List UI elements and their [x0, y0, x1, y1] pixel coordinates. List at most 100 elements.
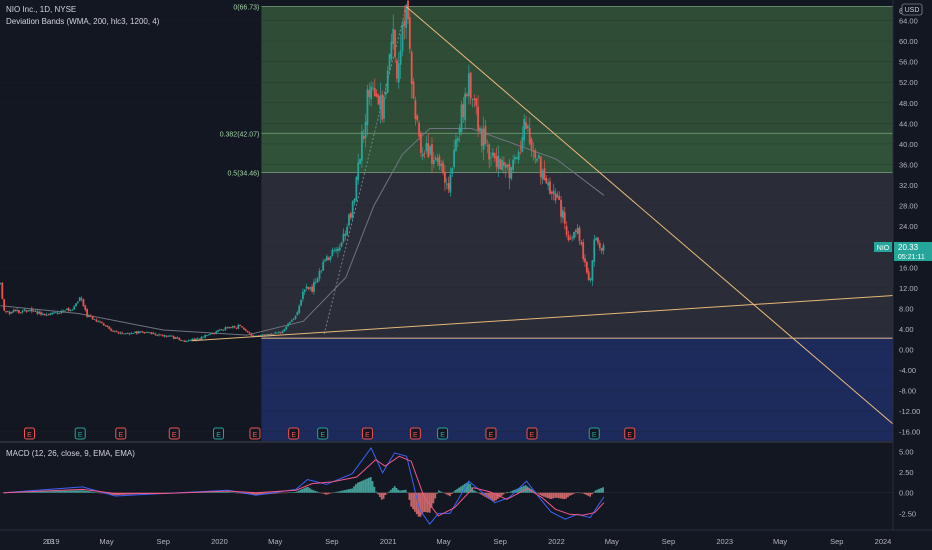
candle-body[interactable] [60, 310, 63, 313]
candle-body[interactable] [279, 331, 282, 333]
candle-body[interactable] [134, 331, 136, 334]
candle-body[interactable] [113, 331, 116, 332]
candle-body[interactable] [123, 333, 125, 335]
candle-body[interactable] [563, 212, 566, 224]
candle-body[interactable] [206, 335, 208, 337]
candle-body[interactable] [490, 157, 492, 159]
candle-body[interactable] [355, 176, 358, 201]
candle-body[interactable] [438, 156, 441, 166]
candle-body[interactable] [453, 149, 456, 167]
candle-body[interactable] [456, 138, 459, 142]
candle-body[interactable] [418, 122, 420, 137]
candle-body[interactable] [36, 311, 39, 314]
chart-title[interactable]: NIO Inc., 1D, NYSE [6, 5, 76, 14]
candle-body[interactable] [530, 139, 533, 150]
candle-body[interactable] [597, 237, 599, 243]
candle-body[interactable] [19, 311, 22, 313]
candle-body[interactable] [115, 330, 118, 332]
candle-body[interactable] [506, 164, 509, 167]
candle-body[interactable] [88, 315, 90, 318]
candle-body[interactable] [305, 286, 308, 289]
candle-body[interactable] [80, 298, 83, 300]
candle-body[interactable] [154, 333, 157, 335]
earnings-marker[interactable] [526, 427, 538, 440]
candle-body[interactable] [128, 333, 131, 335]
candle-body[interactable] [89, 315, 92, 317]
candle-body[interactable] [335, 249, 337, 251]
candle-body[interactable] [375, 93, 378, 97]
candle-body[interactable] [106, 325, 109, 327]
candle-body[interactable] [447, 183, 450, 190]
candle-body[interactable] [318, 271, 321, 279]
candle-body[interactable] [368, 90, 371, 97]
candle-body[interactable] [301, 291, 304, 300]
earnings-marker[interactable] [361, 427, 373, 440]
candle-body[interactable] [445, 183, 448, 185]
candle-body[interactable] [349, 213, 352, 218]
currency-badge[interactable]: USD [901, 3, 923, 16]
candle-body[interactable] [399, 50, 402, 65]
candle-body[interactable] [593, 239, 596, 262]
candle-body[interactable] [325, 256, 328, 261]
candle-body[interactable] [182, 340, 184, 342]
candle-body[interactable] [204, 334, 207, 338]
candle-body[interactable] [362, 136, 365, 139]
candle-body[interactable] [161, 335, 164, 337]
candle-body[interactable] [298, 305, 301, 313]
candle-body[interactable] [373, 88, 376, 97]
candle-body[interactable] [501, 159, 503, 170]
candle-body[interactable] [244, 329, 247, 331]
candle-body[interactable] [353, 199, 356, 203]
candle-body[interactable] [41, 313, 44, 315]
candle-body[interactable] [307, 287, 310, 289]
candle-body[interactable] [361, 131, 363, 161]
candle-body[interactable] [191, 339, 194, 340]
candle-body[interactable] [119, 332, 122, 334]
candle-body[interactable] [281, 331, 284, 333]
candle-body[interactable] [241, 326, 243, 328]
earnings-marker[interactable] [74, 427, 86, 440]
candle-body[interactable] [329, 256, 332, 260]
candle-body[interactable] [77, 301, 79, 303]
candle-body[interactable] [242, 327, 245, 330]
candle-body[interactable] [587, 271, 590, 281]
candle-body[interactable] [49, 313, 52, 315]
candle-body[interactable] [18, 310, 20, 313]
candle-body[interactable] [124, 333, 127, 334]
candle-body[interactable] [84, 305, 87, 310]
candle-body[interactable] [163, 335, 166, 337]
candle-body[interactable] [10, 312, 13, 314]
macd-label[interactable]: MACD (12, 26, close, 9, EMA, EMA) [6, 449, 135, 458]
candle-body[interactable] [283, 329, 286, 332]
candle-body[interactable] [482, 128, 485, 150]
candle-body[interactable] [357, 162, 360, 181]
candle-body[interactable] [176, 337, 179, 339]
candle-body[interactable] [5, 311, 7, 312]
candle-body[interactable] [410, 52, 413, 84]
candle-body[interactable] [86, 309, 89, 317]
candle-body[interactable] [99, 321, 101, 323]
candle-body[interactable] [427, 143, 430, 158]
candle-body[interactable] [455, 139, 457, 151]
candle-body[interactable] [91, 316, 94, 320]
candle-body[interactable] [14, 309, 17, 312]
candle-body[interactable] [390, 41, 393, 59]
candle-body[interactable] [460, 104, 463, 132]
candle-body[interactable] [6, 311, 9, 313]
candle-body[interactable] [578, 227, 581, 241]
candle-body[interactable] [296, 312, 299, 316]
candle-body[interactable] [598, 243, 601, 248]
candle-body[interactable] [34, 310, 37, 312]
candle-body[interactable] [493, 152, 496, 159]
candle-body[interactable] [219, 329, 221, 331]
candle-body[interactable] [270, 333, 273, 336]
candle-body[interactable] [515, 157, 518, 159]
descending-trendline[interactable] [405, 6, 894, 425]
candle-body[interactable] [292, 318, 295, 320]
candle-body[interactable] [220, 329, 223, 331]
candle-body[interactable] [580, 241, 583, 245]
candle-body[interactable] [40, 312, 42, 315]
candle-body[interactable] [276, 332, 278, 334]
candle-body[interactable] [0, 282, 2, 284]
candle-body[interactable] [547, 182, 550, 186]
